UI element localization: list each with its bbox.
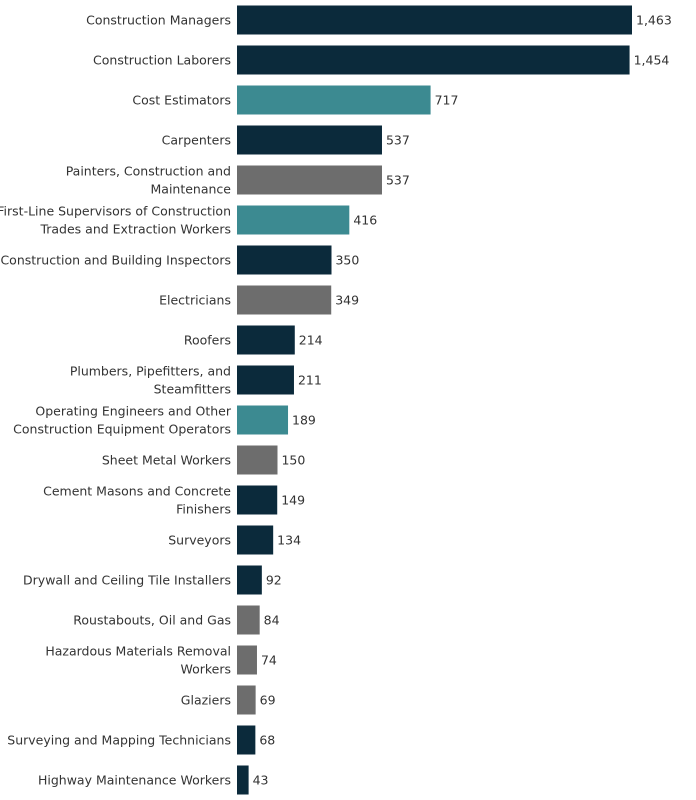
category-label: Construction Laborers — [93, 53, 231, 68]
category-label: Construction Managers — [86, 13, 231, 28]
bar-17 — [237, 645, 257, 675]
bar-9 — [237, 325, 295, 355]
category-label: Painters, Construction and Maintenance — [66, 164, 232, 197]
bar-1 — [237, 5, 632, 35]
category-labels-group: Construction Managers Construction Labore… — [0, 13, 232, 788]
category-label: Cement Masons and Concrete Finishers — [43, 484, 231, 517]
bar-10 — [237, 365, 294, 395]
category-label: Hazardous Materials Removal Workers — [45, 644, 231, 677]
value-label: 84 — [264, 613, 280, 628]
bar-8 — [237, 285, 332, 315]
bar-15 — [237, 565, 262, 595]
value-label: 1,454 — [634, 53, 670, 68]
value-label: 149 — [281, 493, 305, 508]
value-label: 74 — [261, 653, 277, 668]
value-label: 537 — [386, 133, 410, 148]
bar-4 — [237, 125, 382, 155]
value-label: 416 — [353, 213, 377, 228]
value-label: 150 — [281, 453, 305, 468]
bar-20 — [237, 765, 249, 795]
value-label: 717 — [435, 93, 459, 108]
category-label: Plumbers, Pipefitters, and Steamfitters — [70, 364, 231, 397]
bar-12 — [237, 445, 278, 475]
category-label: Roustabouts, Oil and Gas — [73, 613, 231, 628]
value-label: 92 — [266, 573, 282, 588]
value-label: 211 — [298, 373, 322, 388]
value-label: 43 — [253, 773, 269, 788]
category-label: Operating Engineers and Other Constructio… — [13, 404, 232, 437]
value-label: 214 — [299, 333, 323, 348]
bars-group — [237, 5, 632, 795]
value-label: 537 — [386, 173, 410, 188]
bar-2 — [237, 45, 630, 75]
bar-14 — [237, 525, 274, 555]
category-label: Electricians — [159, 293, 231, 308]
category-label: Carpenters — [162, 133, 231, 148]
value-labels-group: 1,463 1,454 717 537 537 416 350 349 214 211 189 150… — [253, 13, 672, 788]
bar-16 — [237, 605, 260, 635]
bar-7 — [237, 245, 332, 275]
value-label: 134 — [277, 533, 301, 548]
bar-19 — [237, 725, 256, 755]
category-label: First-Line Supervisors of Construction Tr… — [0, 204, 231, 237]
category-label: Glaziers — [181, 693, 231, 708]
category-label: Surveying and Mapping Technicians — [7, 733, 231, 748]
bar-3 — [237, 85, 431, 115]
category-label: Highway Maintenance Workers — [38, 773, 231, 788]
category-label: Cost Estimators — [132, 93, 231, 108]
bar-6 — [237, 205, 350, 235]
category-label: Roofers — [184, 333, 231, 348]
value-label: 1,463 — [636, 13, 672, 28]
category-label: Drywall and Ceiling Tile Installers — [23, 573, 231, 588]
value-label: 189 — [292, 413, 316, 428]
bar-11 — [237, 405, 289, 435]
category-label: Surveyors — [168, 533, 231, 548]
value-label: 69 — [260, 693, 276, 708]
value-label: 349 — [335, 293, 359, 308]
bar-13 — [237, 485, 278, 515]
bar-5 — [237, 165, 382, 195]
category-label: Construction and Building Inspectors — [0, 253, 231, 268]
bar-18 — [237, 685, 256, 715]
category-label: Sheet Metal Workers — [102, 453, 231, 468]
value-label: 68 — [259, 733, 275, 748]
value-label: 350 — [335, 253, 359, 268]
